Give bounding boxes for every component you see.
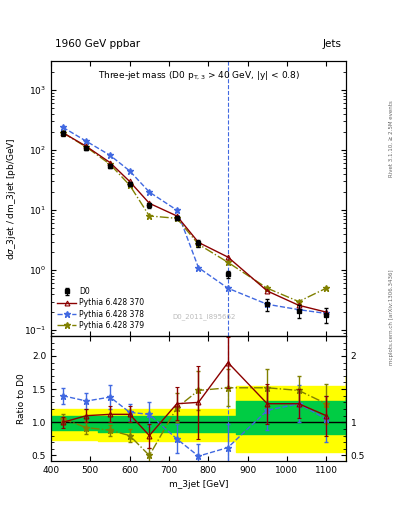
Text: Rivet 3.1.10, ≥ 2.5M events: Rivet 3.1.10, ≥ 2.5M events xyxy=(389,100,393,177)
Text: Three-jet mass (D0 p$_{\mathregular{T,3}}$ > 40 GeV, |y| < 0.8): Three-jet mass (D0 p$_{\mathregular{T,3}… xyxy=(97,70,299,82)
Text: D0_2011_I895662: D0_2011_I895662 xyxy=(173,313,236,319)
Text: Jets: Jets xyxy=(323,38,342,49)
Legend: D0, Pythia 6.428 370, Pythia 6.428 378, Pythia 6.428 379: D0, Pythia 6.428 370, Pythia 6.428 378, … xyxy=(55,285,147,332)
Text: 1960 GeV ppbar: 1960 GeV ppbar xyxy=(55,38,140,49)
Text: mcplots.cern.ch [arXiv:1306.3436]: mcplots.cern.ch [arXiv:1306.3436] xyxy=(389,270,393,365)
Y-axis label: Ratio to D0: Ratio to D0 xyxy=(17,373,26,424)
X-axis label: m_3jet [GeV]: m_3jet [GeV] xyxy=(169,480,228,489)
Y-axis label: d$\sigma$_3jet / dm_3jet [pb/GeV]: d$\sigma$_3jet / dm_3jet [pb/GeV] xyxy=(6,138,18,260)
